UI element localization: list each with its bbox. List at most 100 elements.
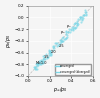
Point [71, 26, 73, 28]
Point [43, 58, 44, 59]
Point [37, 62, 38, 64]
Point [37, 63, 39, 64]
Point [76, 21, 78, 22]
Point [41, 61, 43, 62]
Point [83, 14, 84, 16]
Point [49, 50, 51, 52]
Point [82, 16, 83, 17]
Point [84, 14, 85, 15]
Point [75, 27, 76, 28]
Point [36, 64, 37, 65]
Point [76, 24, 77, 25]
Point [62, 41, 64, 42]
Point [48, 49, 50, 50]
Point [33, 66, 34, 68]
Point [53, 45, 54, 47]
Text: 2.5: 2.5 [59, 44, 64, 48]
Point [35, 68, 37, 70]
Point [36, 63, 38, 64]
Point [82, 18, 84, 19]
Legend: converged, converged (diverged): converged, converged (diverged) [55, 64, 91, 75]
Point [52, 46, 54, 47]
Point [44, 58, 46, 60]
Point [39, 61, 40, 62]
Text: $p_b$: $p_b$ [60, 29, 65, 36]
Point [61, 37, 62, 39]
Point [84, 11, 85, 12]
Point [72, 28, 74, 29]
Point [65, 38, 66, 39]
Point [60, 40, 62, 42]
Point [67, 34, 68, 36]
Point [54, 48, 55, 49]
Point [48, 55, 49, 56]
Point [69, 31, 71, 33]
Point [80, 17, 81, 18]
Point [42, 56, 44, 57]
Point [62, 40, 63, 42]
Point [58, 44, 60, 46]
Point [56, 42, 58, 44]
Point [77, 23, 79, 25]
Point [52, 49, 54, 51]
Point [76, 22, 78, 24]
Point [41, 60, 43, 61]
Point [40, 63, 42, 64]
Point [76, 22, 77, 24]
Point [59, 39, 61, 41]
Point [42, 60, 44, 61]
Point [47, 56, 49, 58]
Point [79, 18, 81, 19]
Point [50, 54, 52, 55]
Point [65, 33, 66, 35]
Point [67, 32, 68, 33]
Point [41, 62, 43, 64]
Text: 2.0: 2.0 [50, 49, 56, 54]
Point [85, 11, 86, 13]
Point [71, 29, 72, 31]
Point [39, 62, 41, 64]
Point [72, 29, 74, 31]
Point [66, 30, 67, 32]
Point [86, 13, 87, 15]
Point [80, 21, 82, 22]
Point [48, 52, 50, 54]
Point [57, 44, 59, 46]
Point [46, 57, 48, 58]
Point [81, 16, 82, 18]
Point [60, 39, 62, 41]
Point [34, 67, 36, 68]
Point [50, 52, 52, 54]
Point [39, 63, 41, 65]
Point [43, 59, 45, 60]
Point [55, 42, 56, 44]
Point [79, 16, 81, 18]
Point [52, 46, 53, 47]
Point [35, 64, 37, 65]
Point [34, 69, 35, 70]
Point [66, 36, 68, 37]
Point [63, 38, 64, 40]
Point [65, 37, 66, 39]
Point [74, 27, 76, 29]
Point [71, 28, 72, 29]
Y-axis label: $p_b/p_0$: $p_b/p_0$ [4, 34, 13, 48]
Point [85, 9, 86, 11]
Point [43, 55, 45, 56]
Point [61, 40, 62, 41]
Point [34, 66, 36, 68]
Point [64, 38, 66, 39]
Point [49, 50, 51, 52]
Point [73, 26, 75, 27]
Point [34, 66, 36, 68]
Point [74, 24, 75, 25]
Point [49, 52, 51, 54]
Point [81, 18, 83, 19]
Point [43, 57, 45, 58]
Point [42, 61, 43, 63]
Text: $p_0$: $p_0$ [66, 23, 72, 30]
Point [72, 28, 73, 29]
Point [46, 57, 48, 59]
Point [38, 61, 40, 62]
Point [59, 42, 61, 44]
